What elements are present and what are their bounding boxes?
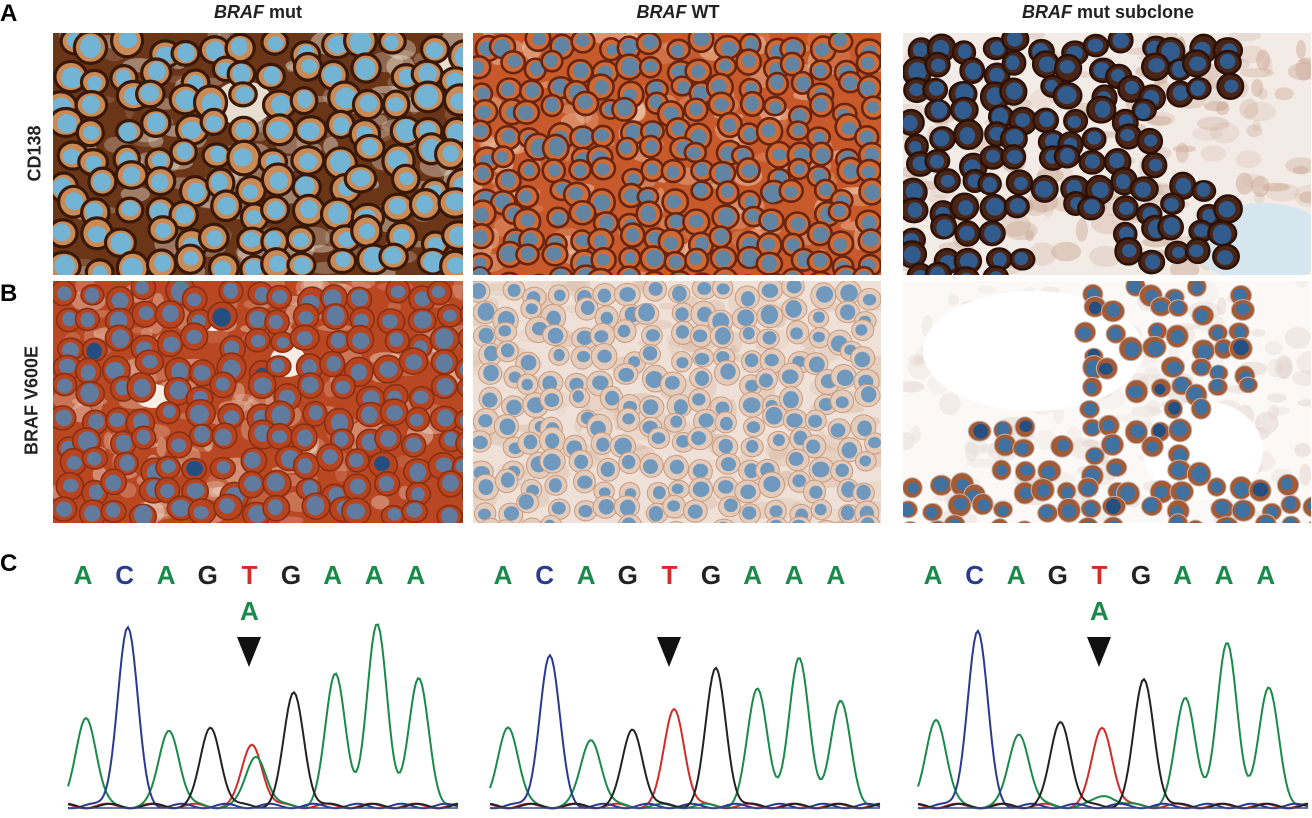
- column-title-braf-mut: BRAF mut: [53, 2, 463, 23]
- micrograph-braf-v600e-wt: [473, 281, 881, 523]
- base-a-6: A: [1173, 560, 1192, 590]
- base-c-1: C: [535, 560, 554, 590]
- base-a-8: A: [826, 560, 846, 590]
- mutation-arrow-icon: [237, 637, 262, 667]
- base-a-2: A: [576, 560, 596, 590]
- base-g-5: G: [1130, 560, 1152, 590]
- trace-g: [67, 690, 459, 810]
- chromatogram-braf-wt: [489, 653, 881, 810]
- row-label-cd138: CD138: [24, 125, 45, 182]
- base-g-5: G: [280, 560, 302, 590]
- panel-letter-a: A: [0, 0, 18, 27]
- trace-g: [489, 666, 881, 810]
- micrograph-cd138-braf-subclone: [903, 33, 1311, 275]
- base-a-8: A: [406, 560, 426, 590]
- base-a-6: A: [323, 560, 342, 590]
- column-title-braf-subclone: BRAF mut subclone: [903, 2, 1312, 23]
- panel-letter-c: C: [0, 550, 18, 577]
- alt-base-a: A: [1090, 596, 1109, 626]
- mutation-arrow-icon: [1087, 637, 1112, 667]
- base-a-0: A: [493, 560, 513, 590]
- base-a-0: A: [923, 560, 943, 590]
- trace-t: [67, 743, 459, 810]
- base-g-3: G: [197, 560, 218, 590]
- micrograph-braf-v600e-subclone: [903, 281, 1311, 523]
- base-a-0: A: [73, 560, 93, 590]
- column-gene: BRAF: [636, 2, 687, 22]
- column-title-braf-wt: BRAF WT: [473, 2, 883, 23]
- base-g-3: G: [617, 560, 638, 590]
- micrograph-cd138-braf-mut: [53, 33, 463, 275]
- column-suffix: mut: [264, 2, 302, 22]
- trace-a: [917, 642, 1309, 810]
- chromatogram-braf-mut: [67, 623, 459, 810]
- base-a-7: A: [784, 560, 804, 590]
- trace-t: [489, 707, 881, 810]
- base-a-2: A: [1006, 560, 1026, 590]
- micrograph-braf-v600e-mut: [53, 281, 463, 523]
- base-t-4: T: [241, 560, 258, 590]
- base-a-8: A: [1256, 560, 1276, 590]
- base-a-7: A: [1214, 560, 1234, 590]
- column-suffix: mut subclone: [1071, 2, 1194, 22]
- chromatogram-braf-subclone: [917, 628, 1309, 810]
- mutation-arrow-icon: [657, 637, 682, 667]
- trace-c: [489, 653, 881, 810]
- column-gene: BRAF: [214, 2, 264, 22]
- base-a-6: A: [743, 560, 762, 590]
- trace-a: [67, 623, 459, 810]
- alt-base-a: A: [240, 596, 259, 626]
- column-suffix: WT: [686, 2, 720, 22]
- base-c-1: C: [115, 560, 134, 590]
- trace-a: [489, 657, 881, 810]
- base-a-7: A: [364, 560, 384, 590]
- row-label-braf-v600e: BRAF V600E: [21, 345, 42, 456]
- micrograph-cd138-braf-wt: [473, 33, 881, 275]
- trace-c: [67, 625, 459, 810]
- column-gene: BRAF: [1021, 2, 1072, 22]
- trace-g: [917, 677, 1309, 810]
- base-t-4: T: [1091, 560, 1108, 590]
- base-a-2: A: [156, 560, 176, 590]
- base-t-4: T: [661, 560, 678, 590]
- base-g-5: G: [700, 560, 722, 590]
- panel-letter-b: B: [0, 280, 18, 307]
- base-g-3: G: [1047, 560, 1068, 590]
- trace-t: [917, 726, 1309, 810]
- base-c-1: C: [965, 560, 984, 590]
- trace-c: [917, 628, 1309, 810]
